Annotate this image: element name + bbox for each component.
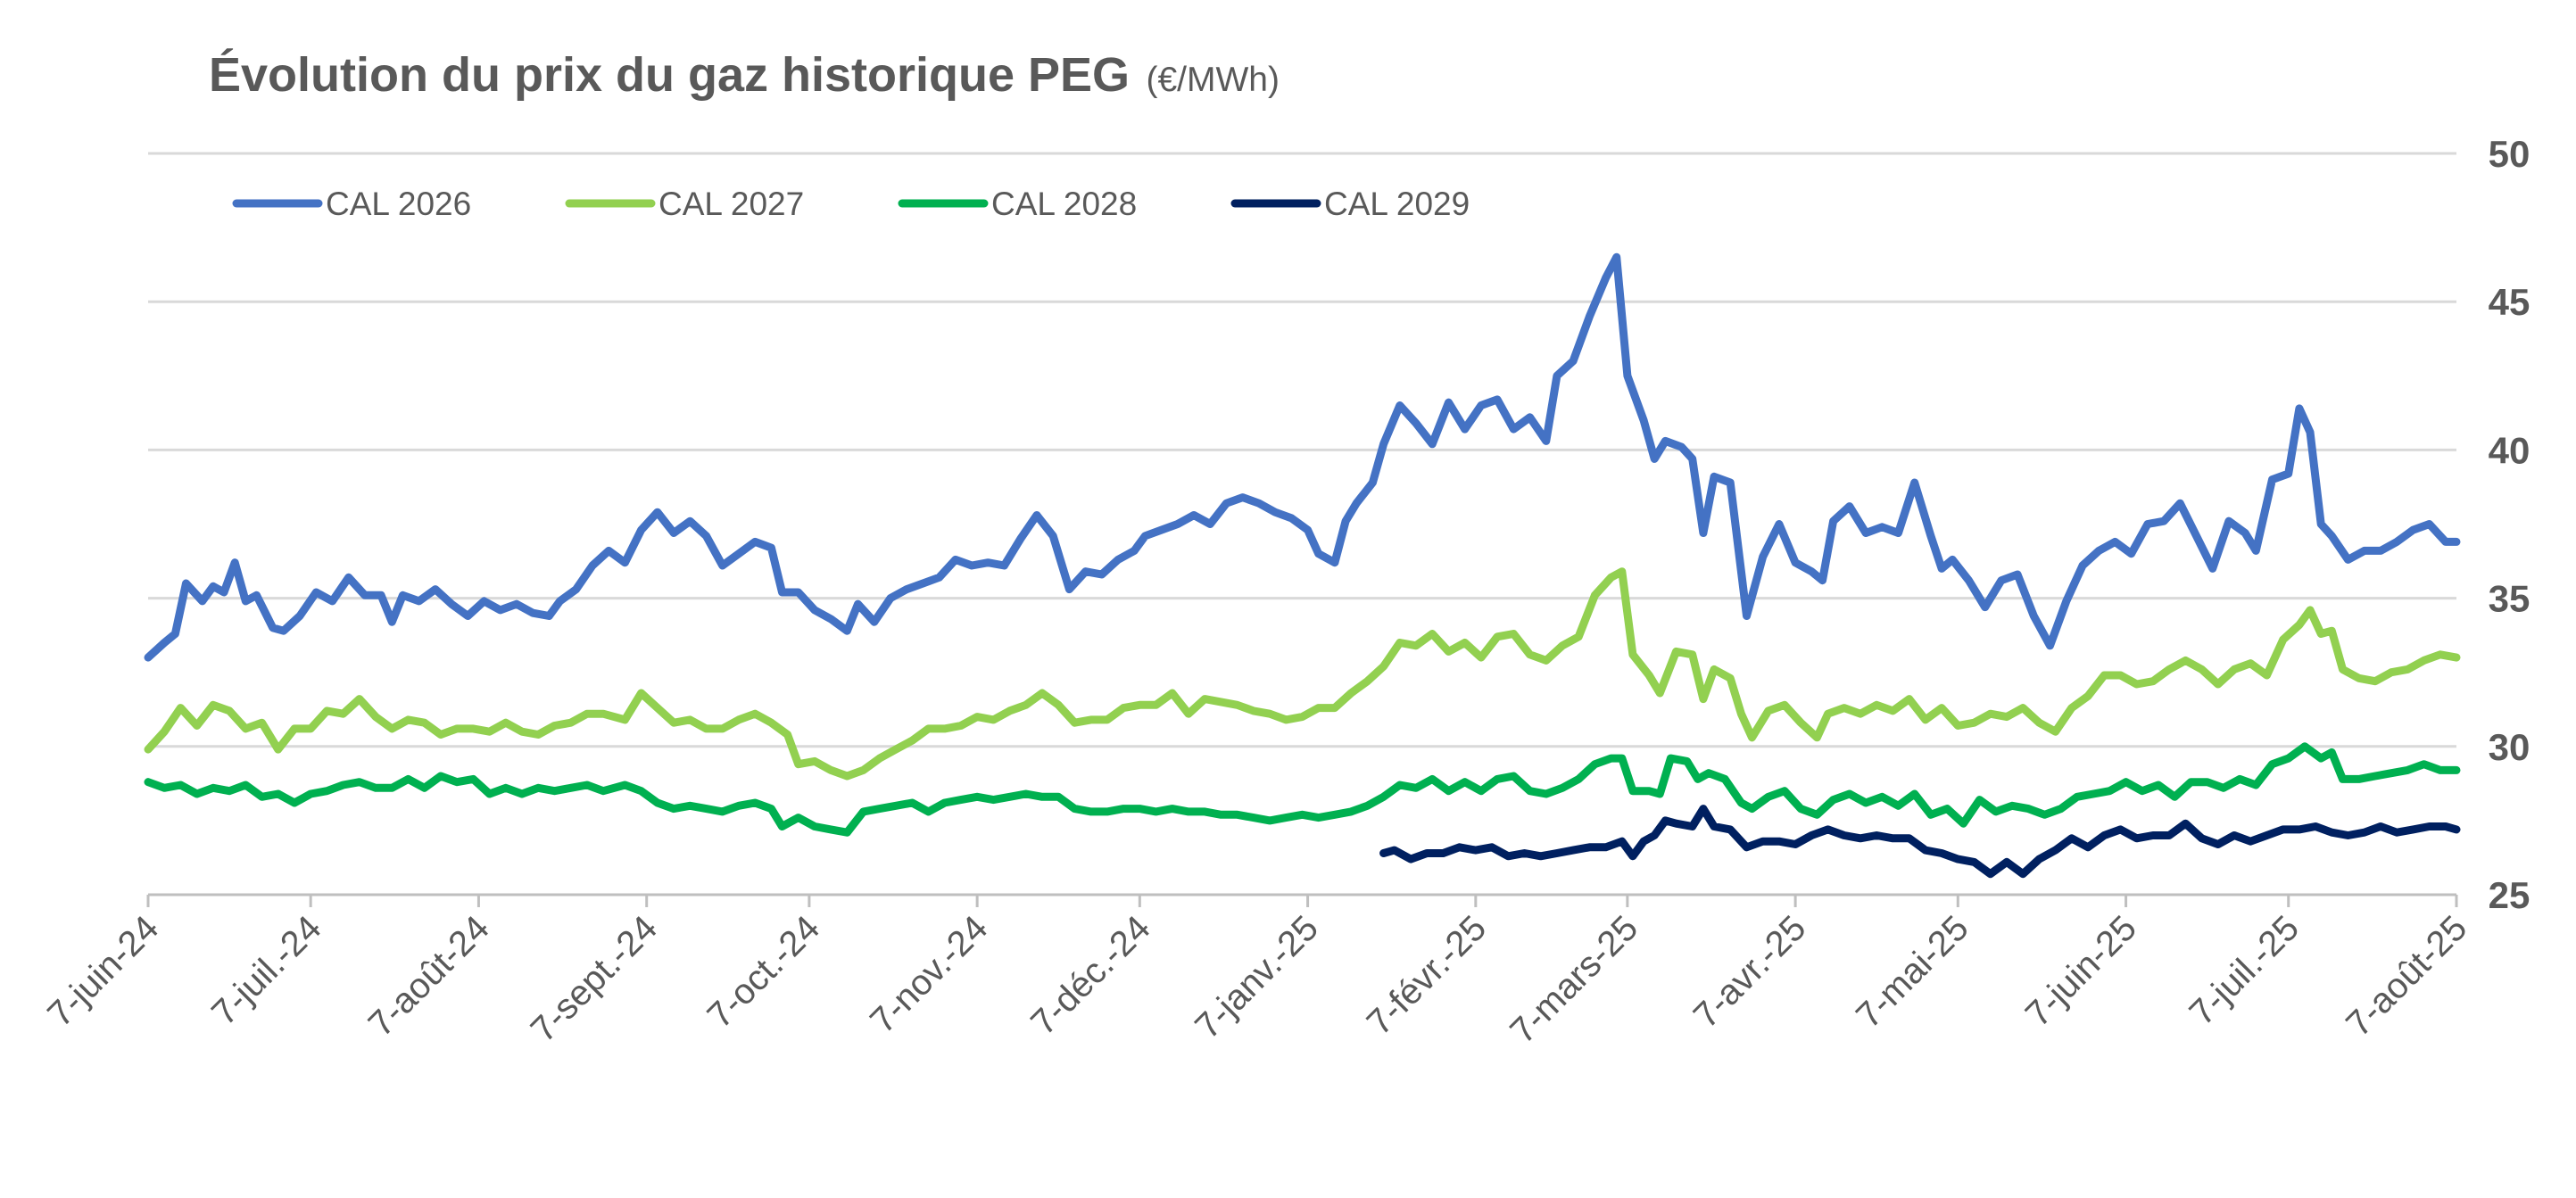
y-tick-label: 40 [2489, 429, 2530, 471]
x-tick-label: 7-oct.-24 [700, 908, 828, 1036]
chart-title-main: Évolution du prix du gaz historique PEG [209, 48, 1130, 102]
x-axis: 7-juin-24 7-juil.-24 7-août-24 7-sept.-24 7-… [40, 895, 2474, 1051]
y-axis: 25 30 35 40 45 50 [2489, 133, 2530, 916]
series-line-cal-2029 [1379, 805, 2461, 879]
x-tick-label: 7-juin-25 [2018, 908, 2144, 1034]
series-lines [144, 252, 2461, 879]
y-tick-label: 50 [2489, 133, 2530, 175]
y-tick-label: 45 [2489, 281, 2530, 323]
legend: CAL 2026 CAL 2027 CAL 2028 CAL 2029 [232, 186, 1470, 222]
legend-item: CAL 2028 [898, 186, 1137, 222]
legend-label: CAL 2027 [658, 186, 804, 222]
legend-label: CAL 2028 [991, 186, 1137, 222]
series-line-cal-2026 [144, 252, 2461, 662]
chart-unit: (€/MWh) [1147, 61, 1280, 99]
y-tick-label: 30 [2489, 726, 2530, 768]
x-tick-label: 7-déc.-24 [1023, 908, 1158, 1043]
y-tick-label: 25 [2489, 874, 2530, 916]
x-tick-label: 7-juil.-24 [204, 908, 329, 1033]
x-tick-label: 7-févr.-25 [1360, 908, 1495, 1043]
legend-item: CAL 2027 [565, 186, 804, 222]
legend-label: CAL 2026 [326, 186, 471, 222]
x-tick-label: 7-mai-25 [1849, 908, 1976, 1036]
legend-item: CAL 2029 [1230, 186, 1470, 222]
x-tick-label: 7-mars-25 [1503, 908, 1645, 1051]
legend-item: CAL 2026 [232, 186, 471, 222]
x-tick-label: 7-nov.-24 [863, 908, 996, 1041]
x-tick-label: 7-août-25 [2339, 908, 2474, 1044]
x-tick-label: 7-juin-24 [40, 908, 166, 1034]
x-tick-label: 7-janv.-25 [1188, 908, 1326, 1046]
legend-label: CAL 2029 [1324, 186, 1470, 222]
x-tick-label: 7-avr.-25 [1686, 908, 1814, 1036]
x-tick-label: 7-sept.-24 [524, 908, 665, 1049]
series-line-cal-2028 [144, 742, 2461, 837]
x-tick-label: 7-août-24 [361, 908, 497, 1044]
series-line-cal-2027 [144, 567, 2461, 781]
gridlines [148, 152, 2456, 896]
chart-title: Évolution du prix du gaz historique PEG … [209, 48, 1280, 102]
y-tick-label: 35 [2489, 578, 2530, 620]
x-tick-label: 7-juil.-25 [2183, 908, 2307, 1033]
